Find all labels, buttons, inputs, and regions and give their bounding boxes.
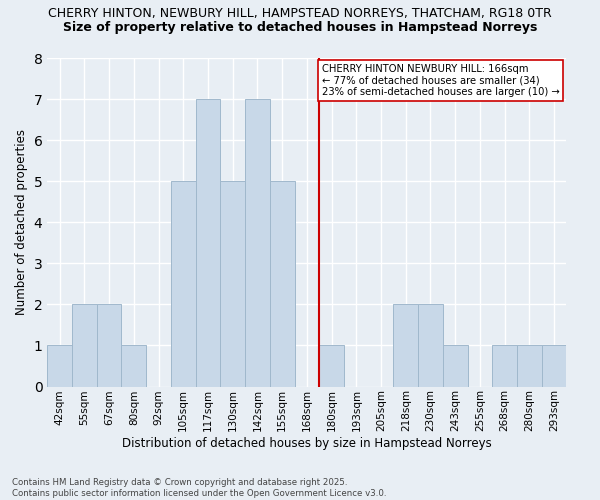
Bar — [443, 346, 467, 387]
Text: Contains HM Land Registry data © Crown copyright and database right 2025.
Contai: Contains HM Land Registry data © Crown c… — [12, 478, 386, 498]
Bar — [47, 346, 72, 387]
Text: CHERRY HINTON, NEWBURY HILL, HAMPSTEAD NORREYS, THATCHAM, RG18 0TR: CHERRY HINTON, NEWBURY HILL, HAMPSTEAD N… — [48, 8, 552, 20]
Bar — [492, 346, 517, 387]
Text: Size of property relative to detached houses in Hampstead Norreys: Size of property relative to detached ho… — [63, 21, 537, 34]
Bar — [270, 181, 295, 386]
Bar — [517, 346, 542, 387]
X-axis label: Distribution of detached houses by size in Hampstead Norreys: Distribution of detached houses by size … — [122, 437, 492, 450]
Bar — [245, 99, 270, 386]
Bar — [319, 346, 344, 387]
Bar — [97, 304, 121, 386]
Bar — [121, 346, 146, 387]
Bar — [196, 99, 220, 386]
Bar — [171, 181, 196, 386]
Y-axis label: Number of detached properties: Number of detached properties — [15, 130, 28, 316]
Bar — [394, 304, 418, 386]
Bar — [72, 304, 97, 386]
Bar — [542, 346, 566, 387]
Bar — [418, 304, 443, 386]
Text: CHERRY HINTON NEWBURY HILL: 166sqm
← 77% of detached houses are smaller (34)
23%: CHERRY HINTON NEWBURY HILL: 166sqm ← 77%… — [322, 64, 559, 98]
Bar — [220, 181, 245, 386]
